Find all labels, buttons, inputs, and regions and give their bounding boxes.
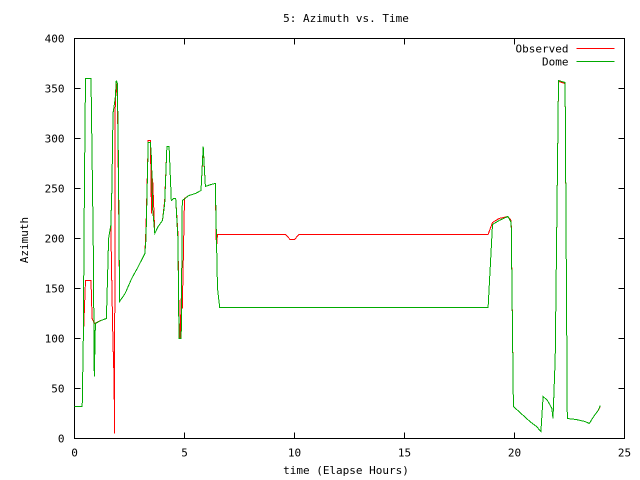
legend-label-dome: Dome [542, 56, 569, 69]
y-tick-label: 300 [45, 133, 65, 146]
x-axis-label: time (Elapse Hours) [283, 464, 409, 477]
series-line-observed [74, 80, 601, 434]
x-tick-label: 5 [181, 447, 188, 460]
x-tick-label: 0 [71, 447, 78, 460]
y-tick-label: 50 [51, 383, 64, 396]
y-tick-label: 400 [45, 33, 65, 46]
plot-frame [74, 38, 625, 439]
y-tick-label: 200 [45, 233, 65, 246]
x-tick-label: 25 [618, 447, 631, 460]
series-lines [74, 78, 601, 434]
y-tick-label: 0 [58, 433, 65, 446]
y-tick-label: 250 [45, 183, 65, 196]
chart-title: 5: Azimuth vs. Time [283, 12, 409, 25]
y-tick-label: 150 [45, 283, 65, 296]
legend-label-observed: Observed [516, 43, 569, 56]
y-axis-label: Azimuth [18, 217, 31, 263]
axis-ticks [74, 38, 625, 439]
series-line-dome [74, 78, 601, 433]
y-tick-label: 350 [45, 83, 65, 96]
x-tick-label: 15 [398, 447, 411, 460]
y-tick-label: 100 [45, 333, 65, 346]
x-tick-label: 10 [288, 447, 301, 460]
x-tick-label: 20 [508, 447, 521, 460]
